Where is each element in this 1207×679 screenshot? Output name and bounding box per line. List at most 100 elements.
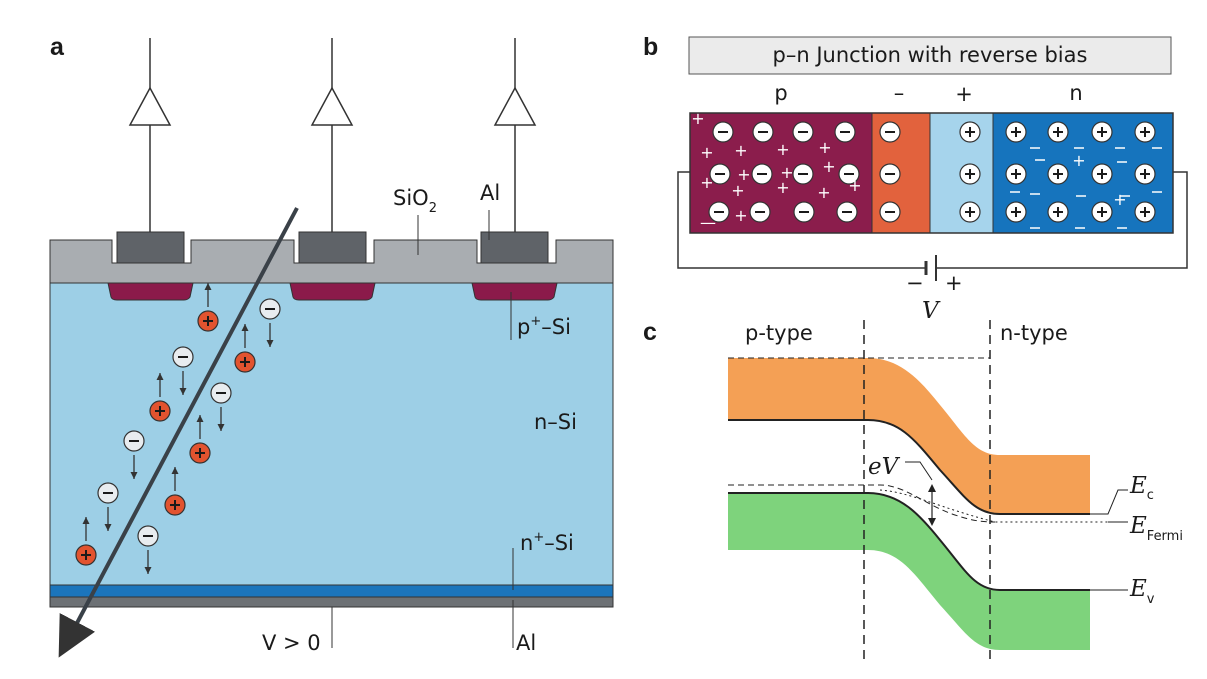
hole-carrier bbox=[189, 442, 211, 464]
charge-carriers bbox=[75, 283, 281, 574]
free-hole: + bbox=[737, 165, 750, 184]
free-hole: + bbox=[848, 176, 861, 195]
donor-ion bbox=[1047, 163, 1069, 185]
svg-text:SiO2: SiO2 bbox=[393, 186, 437, 216]
donor-ion bbox=[1005, 201, 1027, 223]
al-contact-1 bbox=[116, 231, 185, 264]
acceptor-ion bbox=[792, 121, 814, 143]
al-contact-2 bbox=[298, 231, 367, 264]
panel-a-letter: a bbox=[50, 33, 65, 61]
svg-text:V > 0: V > 0 bbox=[262, 631, 321, 655]
ec-label: Ec bbox=[1129, 473, 1154, 503]
acceptor-ion bbox=[793, 201, 815, 223]
amplifier-2 bbox=[310, 38, 354, 232]
free-hole: + bbox=[734, 141, 747, 160]
acceptor-ion bbox=[712, 121, 734, 143]
junction-title-box bbox=[688, 36, 1172, 75]
free-hole: + bbox=[818, 138, 831, 157]
hole-carrier bbox=[234, 351, 256, 373]
electron-carrier bbox=[97, 482, 119, 504]
panel-a: a SiO2 bbox=[49, 33, 614, 658]
pplus-implant-1 bbox=[107, 282, 194, 301]
depletion-plus-label: + bbox=[955, 82, 973, 106]
free-hole: + bbox=[700, 143, 713, 162]
panel-b: b p–n Junction with reverse bias p – + n… bbox=[643, 33, 1188, 324]
svg-text:p+–Si: p+–Si bbox=[517, 314, 571, 339]
hole-carrier bbox=[149, 400, 171, 422]
acceptor-ion bbox=[792, 163, 814, 185]
n-label: n bbox=[1069, 81, 1082, 105]
free-hole: + bbox=[776, 140, 789, 159]
donor-ion bbox=[1005, 121, 1027, 143]
minority-hole: + bbox=[1072, 151, 1085, 170]
evv-label: Ev bbox=[1129, 576, 1155, 607]
v-label: V > 0 bbox=[262, 607, 333, 655]
svg-text:Al: Al bbox=[516, 631, 536, 655]
acceptor-ion bbox=[709, 163, 731, 185]
depletion-donor bbox=[959, 201, 981, 223]
donor-ion bbox=[1091, 121, 1113, 143]
acceptor-ion bbox=[834, 121, 856, 143]
donor-ion bbox=[1134, 121, 1156, 143]
donor-ion bbox=[1047, 201, 1069, 223]
electron-carrier bbox=[137, 525, 159, 547]
pplus-si-label: p+–Si bbox=[510, 292, 571, 340]
donor-ion bbox=[1047, 121, 1069, 143]
battery-minus: − bbox=[906, 271, 924, 295]
donor-ion bbox=[1005, 163, 1027, 185]
acceptor-ion bbox=[749, 201, 771, 223]
free-hole: + bbox=[731, 181, 744, 200]
depletion-donor bbox=[959, 121, 981, 143]
nplus-si-layer bbox=[49, 584, 614, 598]
acceptor-ion bbox=[751, 163, 773, 185]
amplifier-3 bbox=[493, 38, 537, 232]
junction-title: p–n Junction with reverse bias bbox=[773, 43, 1088, 67]
electron-carrier bbox=[123, 430, 145, 452]
pplus-implant-2 bbox=[289, 282, 376, 301]
donor-ion bbox=[1134, 163, 1156, 185]
free-hole: + bbox=[691, 109, 704, 128]
al-bottom-label: Al bbox=[512, 600, 536, 655]
svg-text:Al: Al bbox=[480, 181, 500, 205]
free-hole: + bbox=[822, 157, 835, 176]
al-top-label: Al bbox=[480, 181, 500, 240]
pplus-implant-3 bbox=[471, 282, 558, 301]
sio2-label: SiO2 bbox=[393, 186, 437, 255]
junction-charges: ++ + + ++ + ++ + + + ++—++ bbox=[691, 109, 1162, 232]
free-hole: + bbox=[776, 178, 789, 197]
free-hole: + bbox=[734, 206, 747, 225]
particle-track-arrow bbox=[58, 207, 299, 658]
panel-b-letter: b bbox=[643, 33, 658, 61]
p-label: p bbox=[774, 81, 787, 105]
depletion-donor bbox=[959, 163, 981, 185]
depletion-acceptor bbox=[879, 121, 901, 143]
minority-hole: + bbox=[1113, 190, 1126, 209]
hole-carrier bbox=[197, 310, 219, 332]
electron-carrier bbox=[259, 298, 281, 320]
panel-c-letter: c bbox=[643, 318, 657, 346]
valence-band bbox=[728, 493, 1090, 650]
battery-voltage: V bbox=[922, 298, 941, 324]
bias-circuit-wire bbox=[677, 171, 1188, 269]
battery-plus: + bbox=[945, 271, 963, 295]
ec-leader bbox=[1090, 489, 1128, 515]
fermi-level-trace bbox=[879, 489, 1108, 523]
al-bottom-layer bbox=[49, 596, 614, 608]
amplifier-1 bbox=[128, 38, 172, 232]
panel-c: c p-type n-type eV Ec EFermi Ev bbox=[643, 318, 1183, 665]
ev-edge-line bbox=[728, 492, 1090, 591]
p-type-label: p-type bbox=[745, 321, 813, 345]
depletion-minus-label: – bbox=[894, 81, 905, 105]
acceptor-ion bbox=[836, 201, 858, 223]
donor-ion bbox=[1091, 201, 1113, 223]
free-hole: + bbox=[780, 163, 793, 182]
al-contact-3 bbox=[480, 231, 549, 264]
n-type-label: n-type bbox=[1000, 321, 1068, 345]
acceptor-ion bbox=[708, 201, 730, 223]
ev-label: eV bbox=[868, 454, 901, 480]
conduction-band bbox=[728, 358, 1090, 514]
donor-ion bbox=[1134, 201, 1156, 223]
free-electron: — bbox=[700, 213, 716, 232]
electron-carrier bbox=[210, 382, 232, 404]
